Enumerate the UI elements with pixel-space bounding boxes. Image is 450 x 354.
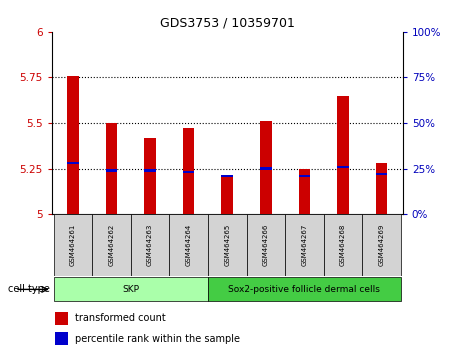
Text: transformed count: transformed count xyxy=(75,313,165,323)
Bar xyxy=(106,123,117,214)
FancyBboxPatch shape xyxy=(169,214,208,276)
Text: Sox2-positive follicle dermal cells: Sox2-positive follicle dermal cells xyxy=(229,285,380,294)
Bar xyxy=(183,129,194,214)
Bar xyxy=(299,169,310,214)
FancyBboxPatch shape xyxy=(247,214,285,276)
Bar xyxy=(376,173,387,175)
Title: GDS3753 / 10359701: GDS3753 / 10359701 xyxy=(160,16,295,29)
Text: GSM464261: GSM464261 xyxy=(70,224,76,266)
Text: SKP: SKP xyxy=(122,285,140,294)
Bar xyxy=(183,171,194,173)
Bar xyxy=(144,138,156,214)
Bar xyxy=(221,176,233,214)
Text: cell type: cell type xyxy=(8,284,50,295)
Bar xyxy=(260,121,272,214)
Text: GSM464266: GSM464266 xyxy=(263,224,269,266)
Bar xyxy=(221,175,233,177)
Text: GSM464262: GSM464262 xyxy=(108,224,115,266)
FancyBboxPatch shape xyxy=(92,214,131,276)
Bar xyxy=(55,312,68,325)
Bar xyxy=(337,166,349,168)
Bar xyxy=(299,175,310,177)
FancyBboxPatch shape xyxy=(208,278,401,301)
Bar xyxy=(144,169,156,172)
FancyBboxPatch shape xyxy=(324,214,362,276)
Text: GSM464265: GSM464265 xyxy=(224,224,230,266)
Text: GSM464263: GSM464263 xyxy=(147,224,153,266)
Bar xyxy=(337,96,349,214)
Text: percentile rank within the sample: percentile rank within the sample xyxy=(75,333,239,343)
Bar xyxy=(260,167,272,170)
Text: GSM464268: GSM464268 xyxy=(340,224,346,266)
FancyBboxPatch shape xyxy=(208,214,247,276)
Bar xyxy=(106,169,117,172)
Text: GSM464269: GSM464269 xyxy=(378,224,385,266)
FancyBboxPatch shape xyxy=(131,214,169,276)
Text: GSM464267: GSM464267 xyxy=(302,224,307,266)
FancyBboxPatch shape xyxy=(54,214,92,276)
FancyBboxPatch shape xyxy=(362,214,401,276)
FancyBboxPatch shape xyxy=(285,214,324,276)
Text: GSM464264: GSM464264 xyxy=(186,224,192,266)
Bar xyxy=(55,332,68,345)
Bar xyxy=(67,76,79,214)
Bar xyxy=(67,162,79,164)
FancyBboxPatch shape xyxy=(54,278,208,301)
Bar xyxy=(376,163,387,214)
